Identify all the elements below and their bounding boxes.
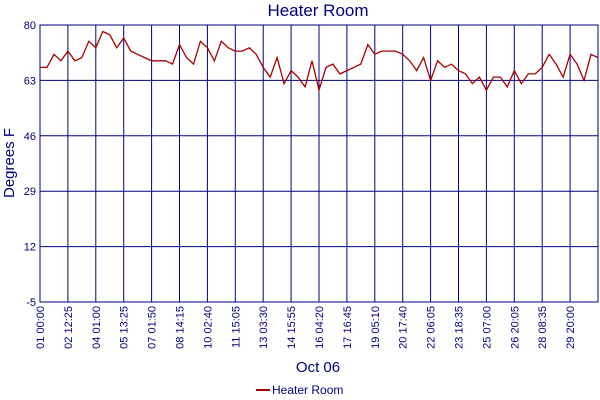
y-tick-label: 29 (24, 186, 36, 198)
x-tick-label: 08 14:15 (175, 306, 187, 349)
y-tick-label: 63 (24, 75, 36, 87)
x-tick-label: 25 07:00 (481, 306, 493, 349)
chart-title: Heater Room (267, 1, 368, 20)
x-tick-label: 23 18:35 (454, 306, 466, 349)
x-tick-label: 11 15:05 (230, 306, 242, 348)
x-tick-label: 14 15:55 (286, 306, 298, 349)
x-tick-label: 04 01:00 (91, 306, 103, 349)
y-axis-label: Degrees F (1, 128, 18, 198)
legend-label: Heater Room (272, 383, 343, 397)
x-tick-label: 07 01:50 (147, 306, 159, 349)
x-tick-label: 26 20:05 (509, 306, 521, 349)
y-tick-label: 46 (24, 131, 36, 143)
y-tick-label: 12 (24, 242, 36, 254)
x-tick-label: 28 08:35 (537, 306, 549, 349)
x-tick-label: 16 04:20 (314, 306, 326, 349)
x-tick-label: 10 02:40 (202, 306, 214, 349)
data-line (40, 30, 599, 93)
x-tick-label: 01 00:00 (35, 306, 47, 349)
x-axis-label: Oct 06 (296, 359, 340, 376)
x-tick-label: 13 03:30 (258, 306, 270, 349)
x-tick-label: 02 12:25 (63, 306, 75, 349)
y-tick-label: -5 (26, 297, 36, 309)
x-tick-label: 22 06:05 (426, 306, 438, 349)
x-tick-label: 19 05:10 (370, 306, 382, 349)
x-tick-label: 29 20:00 (565, 306, 577, 349)
x-tick-label: 05 13:25 (119, 306, 131, 349)
y-tick-label: 80 (24, 20, 36, 32)
x-tick-label: 17 16:45 (342, 306, 354, 349)
x-tick-label: 20 17:40 (398, 306, 410, 349)
